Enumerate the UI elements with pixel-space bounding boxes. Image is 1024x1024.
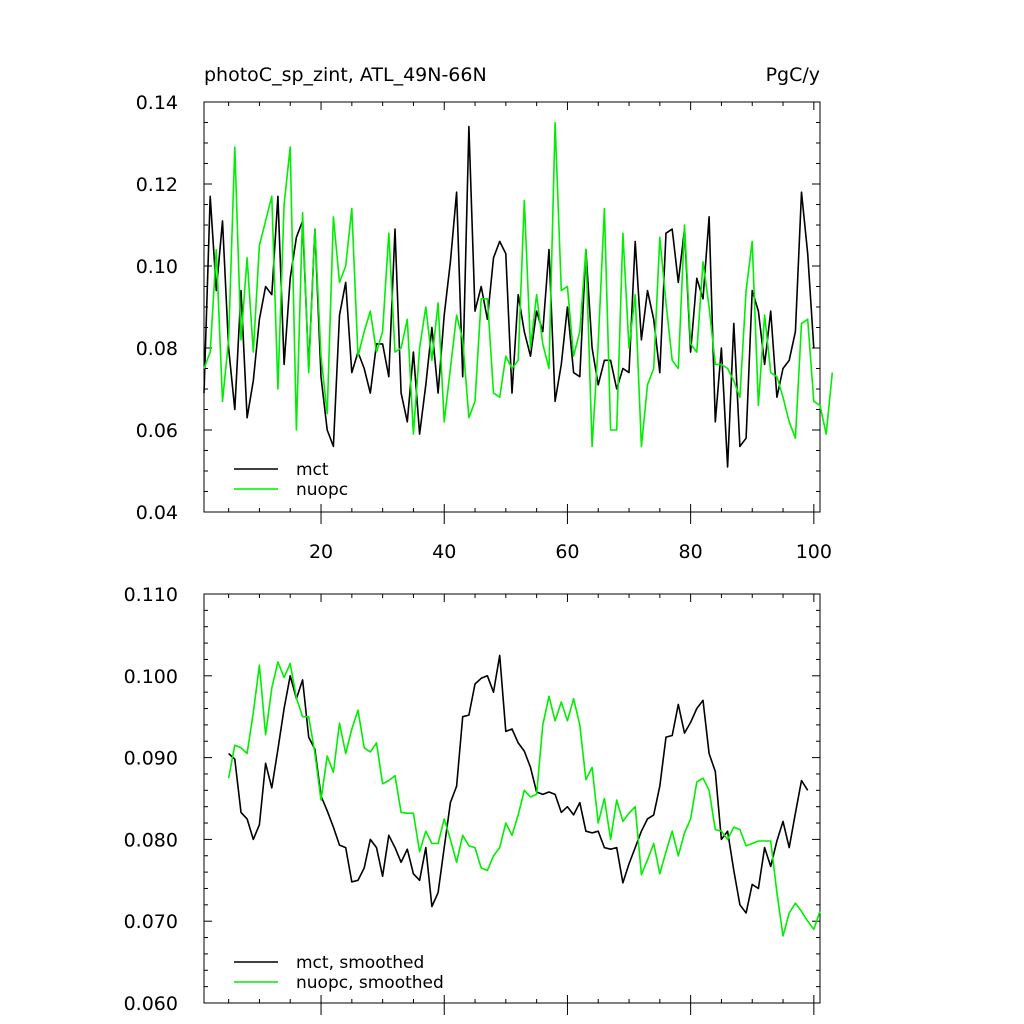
- top-x-tick-label: 100: [796, 541, 832, 563]
- bottom-panel: 0.060 0.070 0.080 0.090 0.100 0.110 mct, smoot…: [124, 584, 821, 1015]
- top-y-tick-label: 0.10: [136, 256, 178, 278]
- bottom-legend-label-nuopc: nuopc, smoothed: [296, 973, 444, 993]
- top-y-tick-label: 0.08: [136, 338, 178, 360]
- bottom-legend-label-mct: mct, smoothed: [296, 953, 424, 973]
- top-y-tick-label: 0.12: [136, 174, 178, 196]
- units-label: PgC/y: [766, 64, 820, 86]
- bottom-series-line-mct: [228, 654, 809, 914]
- top-x-tick-label: 60: [555, 541, 579, 563]
- bottom-y-tick-label: 0.080: [124, 829, 178, 851]
- bottom-y-tick-label: 0.100: [124, 666, 178, 688]
- top-y-tick-label: 0.06: [136, 420, 178, 442]
- top-legend-label-mct: mct: [296, 460, 329, 480]
- top-series-line-nuopc: [203, 121, 834, 448]
- bottom-y-tick-label: 0.110: [124, 584, 178, 606]
- bottom-y-tick-label: 0.090: [124, 748, 178, 770]
- top-y-tick-label: 0.14: [136, 92, 178, 114]
- top-y-tick-label: 0.04: [136, 502, 178, 524]
- bottom-plot-frame: [203, 593, 821, 1004]
- bottom-y-tick-label: 0.060: [124, 993, 178, 1015]
- bottom-series-line-nuopc: [227, 661, 821, 937]
- bottom-y-tick-label: 0.070: [124, 911, 178, 933]
- top-legend-label-nuopc: nuopc: [296, 480, 348, 500]
- top-panel: photoC_sp_zint, ATL_49N-66N PgC/y 0.04 0.…: [136, 64, 834, 563]
- top-x-tick-label: 40: [432, 541, 456, 563]
- chart-title: photoC_sp_zint, ATL_49N-66N: [204, 64, 487, 86]
- top-x-tick-label: 80: [679, 541, 703, 563]
- top-x-tick-label: 20: [309, 541, 333, 563]
